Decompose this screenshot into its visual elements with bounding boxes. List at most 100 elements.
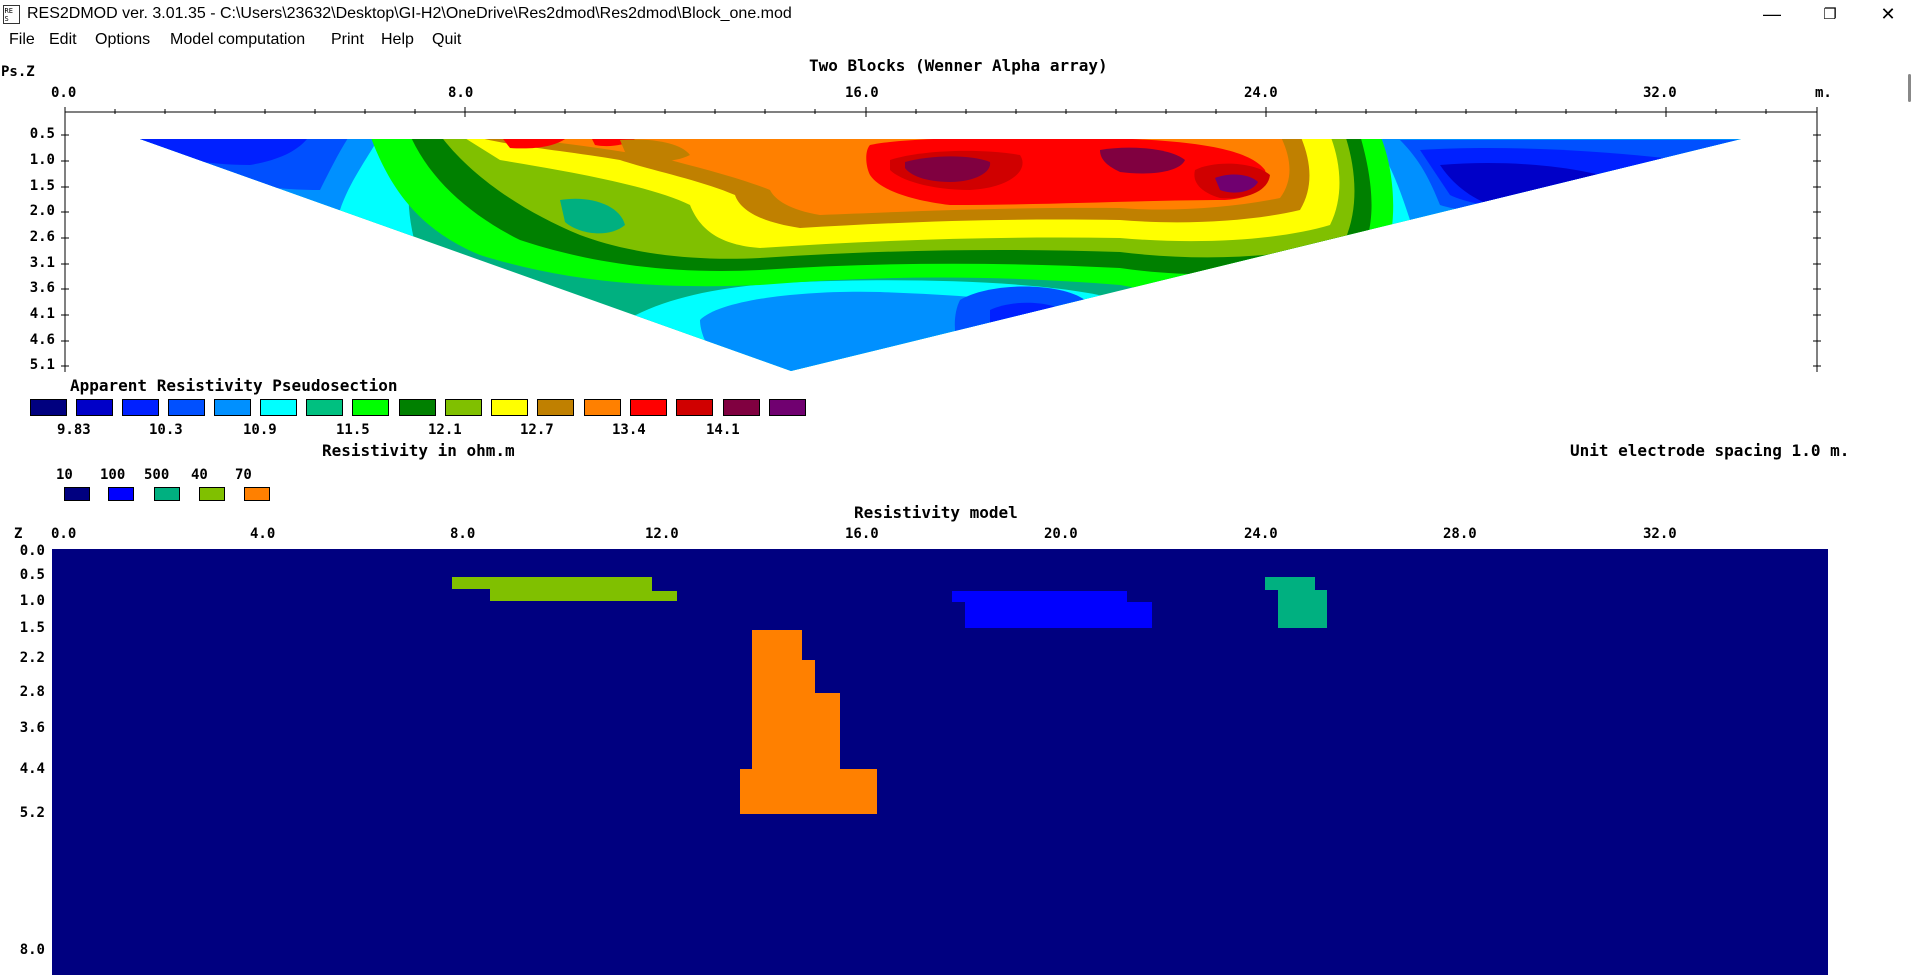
model-depth-tick: 1.0 [19,593,45,609]
color-scale-label: 13.4 [612,422,646,438]
model-title: Resistivity model [854,503,1018,522]
pseudo-depth-tick: 4.1 [29,306,55,322]
pseudo-x-tick: 32.0 [1643,85,1677,101]
model-x-tick: 24.0 [1244,526,1278,542]
color-swatch [491,399,528,416]
pseudo-depth-tick: 5.1 [29,357,55,373]
model-legend-value: 500 [144,467,170,483]
pseudo-depth-tick: 1.5 [29,178,55,194]
model-depth-tick: 0.5 [19,567,45,583]
pseudo-depth-tick: 2.6 [29,229,55,245]
model-legend-swatch [199,487,225,501]
pseudo-x-tick: 24.0 [1244,85,1278,101]
minimize-icon: — [1763,4,1781,24]
model-legend-swatch [244,487,270,501]
pseudo-depth-tick: 3.6 [29,280,55,296]
pseudo-depth-tick: 2.0 [29,203,55,219]
menu-print[interactable]: Print [331,31,364,48]
pseudo-x-tick: 0.0 [51,85,77,101]
electrode-spacing-label: Unit electrode spacing 1.0 m. [1570,441,1850,460]
color-swatch [76,399,113,416]
pseudo-depth-tick: 4.6 [29,332,55,348]
color-swatch [352,399,389,416]
model-block-500 [1265,577,1327,628]
model-block-70 [740,630,877,814]
model-depth-tick: 1.5 [19,620,45,636]
svg-text:S: S [5,15,9,23]
restore-icon: ❐ [1823,6,1837,23]
svg-text:RE: RE [5,7,13,15]
color-swatch [30,399,67,416]
pseudosection-title: Two Blocks (Wenner Alpha array) [809,56,1108,75]
pseudo-x-unit: m. [1815,85,1832,101]
model-legend-swatch [154,487,180,501]
color-swatch [630,399,667,416]
pseudo-depth-tick: 0.5 [29,126,55,142]
pseudo-y-ticks [61,134,1821,367]
model-y-axis-label: Z [14,526,23,542]
color-swatch [260,399,297,416]
color-swatch [676,399,713,416]
menu-quit[interactable]: Quit [432,31,462,48]
minimize-button[interactable]: — [1743,0,1801,29]
model-legend-swatch [64,487,90,501]
color-scale-label: 9.83 [57,422,91,438]
pseudo-x-tick: 16.0 [845,85,879,101]
color-swatch [168,399,205,416]
menu-bar: File Edit Options Model computation Prin… [0,29,1919,54]
model-x-tick: 28.0 [1443,526,1477,542]
menu-options[interactable]: Options [95,31,151,48]
color-scale-label: 14.1 [706,422,740,438]
close-icon: ✕ [1880,4,1896,24]
title-bar: RE S RES2DMOD ver. 3.01.35 - C:\Users\23… [0,0,1919,29]
color-swatch [723,399,760,416]
model-x-tick: 8.0 [450,526,476,542]
model-depth-tick: 0.0 [19,543,45,559]
model-depth-tick: 4.4 [19,761,45,777]
model-legend-swatch [108,487,134,501]
model-background [52,549,1828,975]
color-swatch [584,399,621,416]
color-scale-label: 11.5 [336,422,370,438]
pseudo-depth-tick: 3.1 [29,255,55,271]
restore-button[interactable]: ❐ [1801,0,1859,29]
pseudosection-caption: Apparent Resistivity Pseudosection [70,376,398,395]
pseudosection-y-axis-label: Ps.Z [1,64,35,80]
model-legend-value: 10 [56,467,73,483]
menu-edit[interactable]: Edit [49,31,77,48]
pseudo-depth-tick: 1.0 [29,152,55,168]
window-title: RES2DMOD ver. 3.01.35 - C:\Users\23632\D… [27,5,792,22]
color-swatch [122,399,159,416]
color-scale-label: 12.1 [428,422,462,438]
model-block-40 [452,577,677,601]
color-swatch [769,399,806,416]
model-block-100 [952,591,1152,628]
pseudosection-contours [140,139,1741,371]
pseudo-x-tick: 8.0 [448,85,474,101]
pseudo-x-minor-ticks [64,107,1818,117]
close-button[interactable]: ✕ [1859,0,1917,29]
menu-model-computation[interactable]: Model computation [170,31,306,48]
menu-help[interactable]: Help [381,31,414,48]
model-legend-value: 100 [100,467,126,483]
color-swatch [306,399,343,416]
vertical-scrollbar[interactable] [1900,56,1919,975]
model-x-tick: 12.0 [645,526,679,542]
model-depth-tick: 2.8 [19,684,45,700]
resistivity-model-plot [52,549,1828,975]
color-swatch [214,399,251,416]
model-x-tick: 4.0 [250,526,276,542]
scrollbar-thumb[interactable] [1908,74,1911,102]
model-depth-tick: 3.6 [19,720,45,736]
model-depth-tick: 5.2 [19,805,45,821]
model-x-tick: 16.0 [845,526,879,542]
color-scale-label: 10.3 [149,422,183,438]
model-depth-tick: 8.0 [19,942,45,958]
color-scale-label: 12.7 [520,422,554,438]
color-swatch [537,399,574,416]
model-x-tick: 20.0 [1044,526,1078,542]
color-scale-label: 10.9 [243,422,277,438]
menu-file[interactable]: File [9,31,35,48]
model-legend-value: 40 [191,467,208,483]
model-x-tick: 32.0 [1643,526,1677,542]
